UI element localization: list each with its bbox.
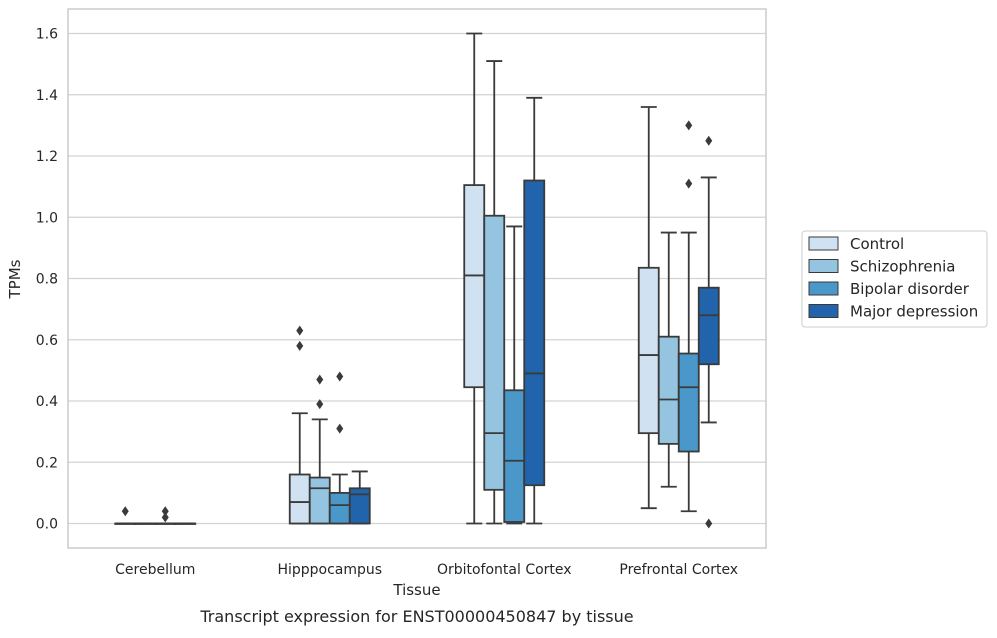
legend-swatch [808, 259, 839, 273]
box-major-depression [348, 470, 371, 525]
y-tick-label: 0.2 [36, 455, 58, 471]
x-tick-label: Cerebellum [115, 562, 195, 578]
y-tick-label: 1.4 [36, 88, 58, 104]
legend-frame [801, 230, 988, 328]
box-bipolar-disorder [328, 371, 351, 525]
outlier-point [705, 518, 713, 529]
y-tick-label: 0.4 [36, 394, 58, 410]
grid-lines [68, 32, 766, 525]
legend-swatch [808, 304, 839, 318]
box-schizophrenia [308, 374, 331, 525]
legend-label: Control [850, 235, 904, 253]
iqr-box [523, 179, 546, 487]
iqr-box [308, 476, 331, 525]
box-control [114, 506, 137, 525]
outlier-point [316, 399, 324, 410]
legend: Control Schizophrenia Bipolar disorder Majo… [801, 230, 988, 328]
legend-items: Control Schizophrenia Bipolar disorder Majo… [808, 235, 978, 321]
iqr-box [328, 491, 351, 525]
legend-label: Major depression [850, 303, 978, 321]
box-major-depression [697, 135, 720, 529]
outlier-point [316, 374, 324, 385]
iqr-box [677, 352, 700, 453]
outlier-point [685, 178, 693, 189]
legend-label: Schizophrenia [850, 258, 955, 276]
y-tick-label: 1.0 [36, 210, 58, 226]
legend-label: Bipolar disorder [850, 280, 970, 298]
iqr-box [483, 214, 506, 491]
iqr-box [463, 184, 486, 389]
box-schizophrenia [657, 231, 680, 488]
x-tick-label: Hipppocampus [277, 562, 382, 578]
iqr-box [348, 487, 371, 525]
legend-swatch [808, 281, 839, 296]
outlier-point [296, 340, 304, 351]
iqr-box [657, 335, 680, 445]
outlier-point [161, 506, 169, 517]
x-axis-label: Tissue [392, 581, 440, 599]
box-major-depression [523, 96, 546, 525]
x-tick-label: Prefrontal Cortex [619, 562, 738, 578]
legend-swatch [808, 236, 839, 251]
box-control [288, 325, 311, 525]
box-bipolar-disorder [154, 506, 177, 525]
plot-frame [67, 8, 767, 549]
iqr-box [697, 286, 720, 366]
box-series [114, 32, 720, 529]
iqr-box [637, 266, 660, 435]
box-major-depression [174, 522, 197, 525]
y-tick-label: 0.6 [36, 333, 58, 349]
y-axis-label: TPMs [6, 259, 24, 299]
outlier-point [121, 506, 129, 517]
outlier-point [296, 325, 304, 336]
box-bipolar-disorder [677, 120, 700, 513]
outlier-point [336, 423, 344, 434]
outlier-point [705, 135, 713, 146]
outlier-point [336, 371, 344, 382]
iqr-box [288, 473, 311, 525]
iqr-box [503, 389, 526, 523]
box-schizophrenia [134, 522, 157, 525]
box-bipolar-disorder [503, 225, 526, 525]
x-axis-ticks: Cerebellum Hipppocampus Orbitofontal Corte… [115, 562, 738, 578]
y-tick-label: 0.0 [36, 517, 58, 533]
x-tick-label: Orbitofontal Cortex [437, 562, 572, 578]
y-tick-label: 0.8 [36, 272, 58, 288]
y-axis-ticks: 0.0 0.2 0.4 0.6 0.8 1.0 1.2 1.4 1.6 [36, 27, 58, 533]
box-control [463, 32, 486, 525]
outlier-point [161, 512, 169, 523]
outlier-point [685, 120, 693, 131]
box-control [637, 106, 660, 510]
y-tick-label: 1.2 [36, 149, 58, 165]
box-schizophrenia [483, 60, 506, 525]
chart-caption: Transcript expression for ENST0000045084… [199, 607, 633, 626]
y-tick-label: 1.6 [36, 27, 58, 43]
